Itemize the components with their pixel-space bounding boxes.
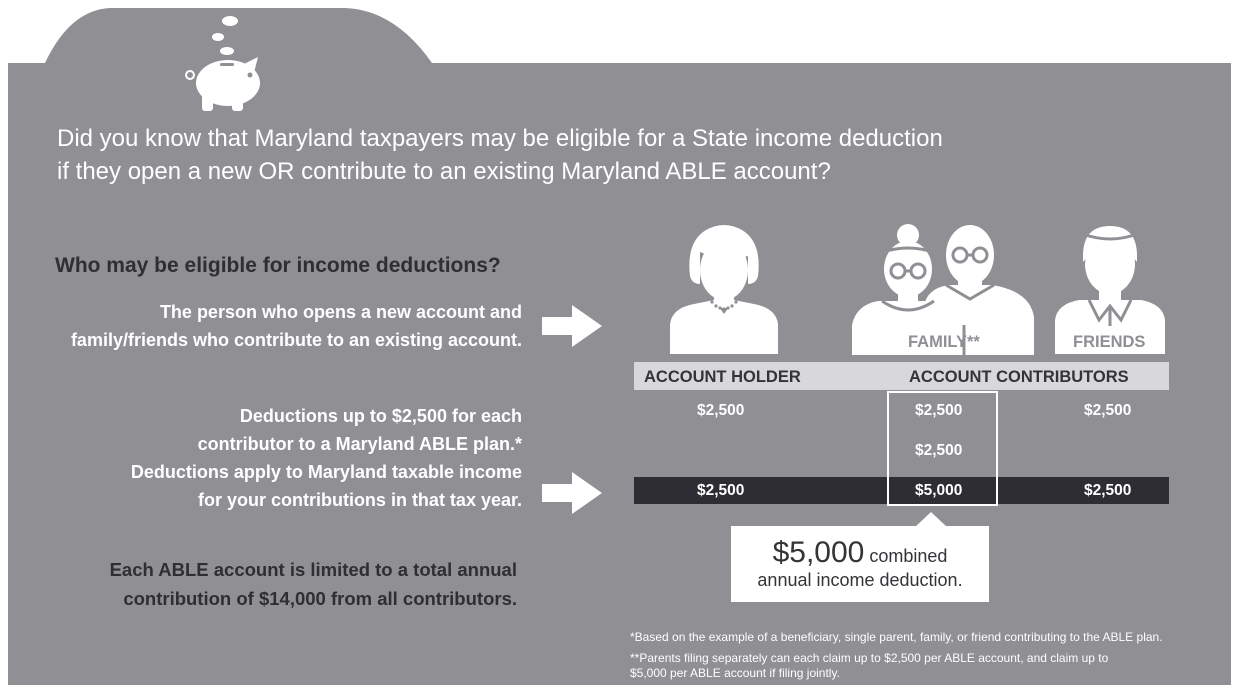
limit-line1: Each ABLE account is limited to a total … [109, 559, 517, 580]
total-holder: $2,500 [697, 482, 745, 499]
callout-line2: annual income deduction. [757, 570, 963, 590]
family-amount-1: $2,500 [915, 402, 963, 419]
callout-pointer [915, 512, 947, 527]
table-header-bar [634, 362, 1169, 390]
arrow-right-icon [542, 305, 602, 347]
deductions-line2: contributor to a Maryland ABLE plan.* [197, 434, 522, 454]
deductions-line1: Deductions up to $2,500 for each [239, 406, 522, 426]
friends-label: FRIENDS [1073, 333, 1146, 351]
callout-combined: combined [864, 546, 948, 566]
family-label: FAMILY** [908, 333, 980, 351]
arrow-right-icon [542, 472, 602, 514]
callout-box: $5,000 combined annual income deduction. [731, 526, 989, 602]
account-contributors-header: ACCOUNT CONTRIBUTORS [909, 368, 1129, 386]
holder-amount: $2,500 [697, 402, 745, 419]
eligible-line2: family/friends who contribute to an exis… [70, 330, 522, 350]
account-holder-icon [670, 225, 778, 354]
total-family: $5,000 [915, 482, 963, 499]
callout-amount: $5,000 [772, 536, 865, 569]
limit-line2: contribution of $14,000 from all contrib… [123, 588, 517, 609]
section-heading: Who may be eligible for income deduction… [55, 254, 501, 277]
total-friends: $2,500 [1084, 482, 1132, 499]
totals-bar [634, 477, 1169, 504]
headline-line1: Did you know that Maryland taxpayers may… [57, 125, 943, 152]
footnote-2-line2: $5,000 per ABLE account if filing jointl… [630, 666, 840, 680]
limit-text: Each ABLE account is limited to a total … [110, 555, 517, 613]
deductions-line3: Deductions apply to Maryland taxable inc… [130, 462, 522, 482]
family-amount-2: $2,500 [915, 442, 963, 459]
footnote-2-line1: **Parents filing separately can each cla… [630, 651, 1109, 665]
deductions-line4: for your contributions in that tax year. [197, 490, 522, 510]
deductions-text: Deductions up to $2,500 for each contrib… [131, 402, 522, 514]
eligible-text: The person who opens a new account and f… [71, 298, 522, 354]
family-highlight-box [887, 391, 998, 506]
friends-amount: $2,500 [1084, 402, 1132, 419]
eligible-line1: The person who opens a new account and [159, 302, 522, 322]
friends-icon [1055, 226, 1165, 354]
piggy-bank-icon [185, 16, 260, 111]
family-icon [852, 224, 1034, 355]
headline-line2: if they open a new OR contribute to an e… [57, 158, 831, 185]
callout-line1: $5,000 combined [731, 536, 989, 570]
footnote-1: *Based on the example of a beneficiary, … [630, 630, 1163, 644]
account-holder-header: ACCOUNT HOLDER [644, 368, 801, 386]
headline: Did you know that Maryland taxpayers may… [57, 122, 943, 188]
